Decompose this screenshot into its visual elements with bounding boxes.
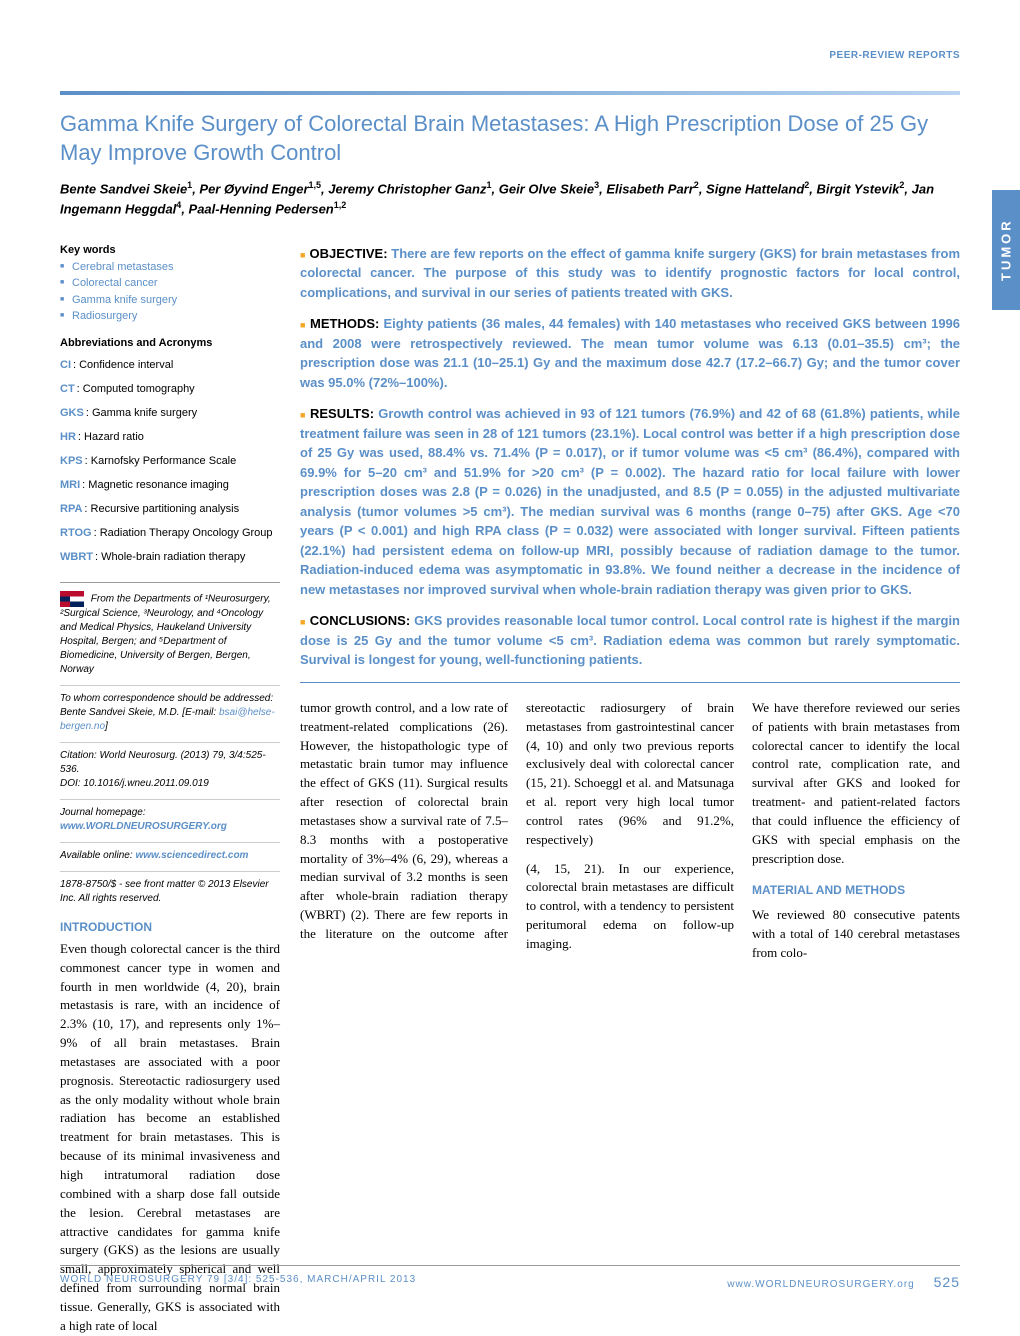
keyword-item: Gamma knife surgery bbox=[60, 292, 280, 309]
body-para-2: (4, 15, 21). In our experience, colorect… bbox=[526, 860, 734, 954]
page-number: 525 bbox=[934, 1274, 960, 1290]
abbrev-list: CI: Confidence intervalCT: Computed tomo… bbox=[60, 352, 280, 568]
abbrev-heading: Abbreviations and Acronyms bbox=[60, 337, 280, 349]
methods-body: We reviewed 80 consecutive patents with … bbox=[752, 906, 960, 963]
homepage-label: Journal homepage: bbox=[60, 807, 146, 818]
intro-heading: INTRODUCTION bbox=[60, 920, 280, 934]
homepage-block: Journal homepage: www.WORLDNEUROSURGERY.… bbox=[60, 799, 280, 834]
online-block: Available online: www.sciencedirect.com bbox=[60, 842, 280, 863]
keywords-heading: Key words bbox=[60, 244, 280, 256]
abstract-objective: ■ OBJECTIVE: There are few reports on the… bbox=[300, 244, 960, 303]
results-text: Growth control was achieved in 93 of 121… bbox=[300, 406, 960, 597]
objective-label: OBJECTIVE: bbox=[310, 246, 388, 261]
abstract-divider bbox=[300, 682, 960, 683]
square-bullet-icon: ■ bbox=[300, 250, 306, 260]
abbrev-row: CT: Computed tomography bbox=[60, 376, 280, 400]
page-footer: WORLD NEUROSURGERY 79 [3/4]: 525-536, MA… bbox=[60, 1265, 960, 1290]
abbrev-row: RPA: Recursive partitioning analysis bbox=[60, 496, 280, 520]
sidebar-column: Key words Cerebral metastasesColorectal … bbox=[60, 244, 280, 1336]
keyword-list: Cerebral metastasesColorectal cancerGamm… bbox=[60, 259, 280, 325]
footer-url[interactable]: www.WORLDNEUROSURGERY.org bbox=[727, 1279, 914, 1290]
abbrev-row: HR: Hazard ratio bbox=[60, 424, 280, 448]
keyword-item: Colorectal cancer bbox=[60, 275, 280, 292]
square-bullet-icon: ■ bbox=[300, 617, 306, 627]
abbrev-row: GKS: Gamma knife surgery bbox=[60, 400, 280, 424]
results-label: RESULTS: bbox=[310, 406, 374, 421]
objective-text: There are few reports on the effect of g… bbox=[300, 246, 960, 300]
square-bullet-icon: ■ bbox=[300, 320, 306, 330]
body-para-3: We have therefore reviewed our series of… bbox=[752, 699, 960, 869]
title-gradient-bar bbox=[60, 91, 960, 95]
norway-flag-icon bbox=[60, 591, 84, 607]
methods-label: METHODS: bbox=[310, 316, 379, 331]
online-link[interactable]: www.sciencedirect.com bbox=[135, 850, 248, 861]
article-title: Gamma Knife Surgery of Colorectal Brain … bbox=[60, 110, 960, 167]
citation-block: Citation: World Neurosurg. (2013) 79, 3/… bbox=[60, 742, 280, 791]
abstract-conclusions: ■CONCLUSIONS: GKS provides reasonable lo… bbox=[300, 611, 960, 670]
citation-text: Citation: World Neurosurg. (2013) 79, 3/… bbox=[60, 749, 280, 777]
abbrev-row: WBRT: Whole-brain radiation therapy bbox=[60, 544, 280, 568]
online-label: Available online: bbox=[60, 850, 133, 861]
affiliation-block: From the Departments of ¹Neurosurgery, ²… bbox=[60, 582, 280, 677]
abbrev-row: KPS: Karnofsky Performance Scale bbox=[60, 448, 280, 472]
methods-heading: MATERIAL AND METHODS bbox=[752, 882, 960, 899]
keyword-item: Radiosurgery bbox=[60, 308, 280, 325]
peer-review-label: PEER-REVIEW REPORTS bbox=[60, 50, 960, 61]
homepage-link[interactable]: www.WORLDNEUROSURGERY.org bbox=[60, 821, 227, 832]
side-tab-tumor: TUMOR bbox=[992, 190, 1020, 310]
abbrev-row: CI: Confidence interval bbox=[60, 352, 280, 376]
authors-line: Bente Sandvei Skeie1, Per Øyvind Enger1,… bbox=[60, 179, 960, 219]
abbrev-row: RTOG: Radiation Therapy Oncology Group bbox=[60, 520, 280, 544]
footer-left: WORLD NEUROSURGERY 79 [3/4]: 525-536, MA… bbox=[60, 1274, 416, 1290]
methods-text: Eighty patients (36 males, 44 females) w… bbox=[300, 316, 960, 390]
doi-text: DOI: 10.1016/j.wneu.2011.09.019 bbox=[60, 777, 280, 791]
correspondence-block: To whom correspondence should be address… bbox=[60, 685, 280, 734]
affiliation-text: From the Departments of ¹Neurosurgery, ²… bbox=[60, 593, 271, 674]
copyright-block: 1878-8750/$ - see front matter © 2013 El… bbox=[60, 871, 280, 906]
main-column: ■ OBJECTIVE: There are few reports on the… bbox=[300, 244, 960, 1336]
square-bullet-icon: ■ bbox=[300, 410, 306, 420]
abstract-methods: ■ METHODS: Eighty patients (36 males, 44 … bbox=[300, 314, 960, 392]
conclusions-label: CONCLUSIONS: bbox=[310, 613, 410, 628]
keyword-item: Cerebral metastases bbox=[60, 259, 280, 276]
abbrev-row: MRI: Magnetic resonance imaging bbox=[60, 472, 280, 496]
body-columns: tumor growth control, and a low rate of … bbox=[300, 699, 960, 963]
abstract-results: ■ RESULTS: Growth control was achieved in… bbox=[300, 404, 960, 599]
